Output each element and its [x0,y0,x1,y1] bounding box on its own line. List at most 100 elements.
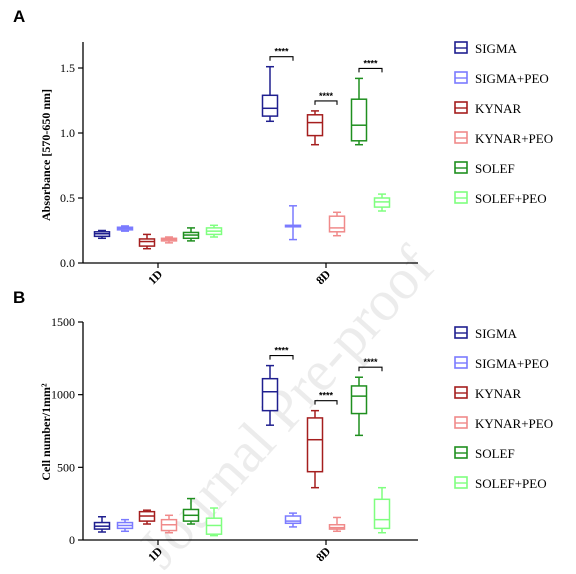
panel-a-category-label: 8D [313,267,334,288]
panel-b-box-sigma-peo-8d [284,512,302,528]
legend-label: KYNAR+PEO [475,131,553,146]
significance-label: **** [274,346,289,356]
panel-b-y-tick-label: 500 [57,460,75,474]
panel-a-y-tick-label: 0.5 [60,191,75,205]
panel-a-chart: A Absorbance [570-650 nm] 0.0 0.5 1.0 1.5 1… [13,7,553,287]
panel-a-y-tick-label: 1.0 [60,126,75,140]
panel-a-legend: SIGMA SIGMA+PEO KYNAR KYNAR+PEO SOLEF SOLEF+P… [454,41,553,206]
panel-a-y-axis-title: Absorbance [570-650 nm] [39,89,53,221]
legend-label: KYNAR [475,101,522,116]
panel-b-sig-bracket-solef: **** [358,357,383,372]
panel-b-category-label: 8D [313,544,334,565]
panel-a-axes [82,42,418,264]
panel-a-sig-bracket-sigma: **** [269,47,294,61]
panel-a-box-sigma-1d [93,229,111,240]
panel-b-y-tick-label: 1000 [51,388,75,402]
panel-b-legend-item-kynar-peo: KYNAR+PEO [454,416,553,431]
panel-b-legend: SIGMA SIGMA+PEO KYNAR KYNAR+PEO SOLEF SOLEF+P… [454,326,553,491]
bracket-line [358,366,383,372]
panel-a-box-solef-1d [182,227,200,242]
panel-b-box-kynar-1d [138,509,156,525]
panel-a-legend-item-solef-peo: SOLEF+PEO [454,191,547,206]
panel-b-legend-item-solef: SOLEF [454,446,515,461]
panel-b-box-sigma-8d [261,364,279,426]
bracket-line [358,67,383,73]
panel-a-box-solef-8d [350,77,368,146]
bracket-line [269,56,294,61]
panel-b-boxes [93,364,391,537]
panel-a-legend-item-sigma-peo: SIGMA+PEO [454,71,549,86]
legend-label: SOLEF+PEO [475,191,547,206]
panel-a-category-label: 1D [145,267,166,288]
legend-label: SIGMA+PEO [475,356,549,371]
legend-label: KYNAR+PEO [475,416,553,431]
panel-b-box-sigma-peo-1d [116,518,134,533]
significance-label: **** [319,91,334,101]
box-iqr [306,417,324,473]
panel-b-box-solef-8d [350,376,368,437]
panel-b-box-kynar-8d [306,409,324,489]
box-iqr [350,98,368,142]
bracket-line [314,100,338,105]
significance-label: **** [363,58,378,68]
panel-b-legend-item-kynar: KYNAR [454,386,522,401]
panel-b-legend-item-sigma-peo: SIGMA+PEO [454,356,549,371]
legend-label: SOLEF [475,161,515,176]
panel-a-box-solef-peo-1d [205,224,223,238]
panel-a-box-sigma-peo-1d [116,225,134,232]
bracket-line [314,400,338,405]
panel-b-y-axis-title: Cell number/1mm² [39,383,53,481]
box-iqr [350,385,368,415]
legend-label: SIGMA [475,41,518,56]
panel-b-y-tick-label: 0 [69,533,75,547]
panel-a-box-sigma-8d [261,65,279,123]
panel-a-y-tick-label: 1.5 [60,61,75,75]
panel-a-legend-item-sigma: SIGMA [454,41,518,56]
panel-b-significance: **** **** **** [269,346,383,405]
box-iqr [328,215,346,233]
panel-a-letter: A [13,7,25,26]
panel-b-legend-item-solef-peo: SOLEF+PEO [454,476,547,491]
significance-label: **** [319,391,334,401]
box-iqr [261,377,279,412]
legend-label: KYNAR [475,386,522,401]
box-iqr [138,238,156,247]
box-iqr [261,94,279,117]
panel-a-y-ticks: 0.0 0.5 1.0 1.5 [60,61,83,270]
panel-b-box-kynar-peo-1d [160,514,178,534]
legend-label: SIGMA [475,326,518,341]
panel-b-box-sigma-1d [93,515,111,533]
significance-label: **** [363,357,378,367]
panel-a-significance: **** **** **** [269,47,383,105]
panel-b-box-solef-1d [182,497,200,525]
panel-b-sig-bracket-sigma: **** [269,346,294,360]
panel-a-box-solef-peo-8d [373,193,391,212]
panel-a-legend-item-solef: SOLEF [454,161,515,176]
panel-a-box-kynar-1d [138,233,156,250]
panel-a-legend-item-kynar: KYNAR [454,101,522,116]
panel-a-box-kynar-peo-1d [160,236,178,244]
panel-b-axes [82,322,418,541]
legend-label: SIGMA+PEO [475,71,549,86]
legend-label: SOLEF [475,446,515,461]
panel-a-box-kynar-8d [306,110,324,146]
panel-a-box-kynar-peo-8d [328,211,346,237]
box-iqr [284,515,302,525]
panel-b-box-solef-peo-8d [373,486,391,534]
panel-a-legend-item-kynar-peo: KYNAR+PEO [454,131,553,146]
panel-b-letter: B [13,288,25,307]
panel-b-legend-item-sigma: SIGMA [454,326,518,341]
panel-b-box-kynar-peo-8d [328,516,346,533]
panel-a-sig-bracket-kynar: **** [314,91,338,105]
panel-b-y-tick-label: 1500 [51,315,75,329]
panel-a-sig-bracket-solef: **** [358,58,383,73]
panel-b-box-solef-peo-1d [205,507,223,537]
box-iqr [306,114,324,137]
panel-a-box-sigma-peo-8d [284,205,302,241]
panel-a-y-tick-label: 0.0 [60,256,75,270]
bracket-line [269,355,294,360]
panel-b-y-ticks: 0 500 1000 1500 [51,315,83,547]
panel-b-sig-bracket-kynar: **** [314,391,338,405]
panel-a-category-labels: 1D 8D [145,263,334,287]
